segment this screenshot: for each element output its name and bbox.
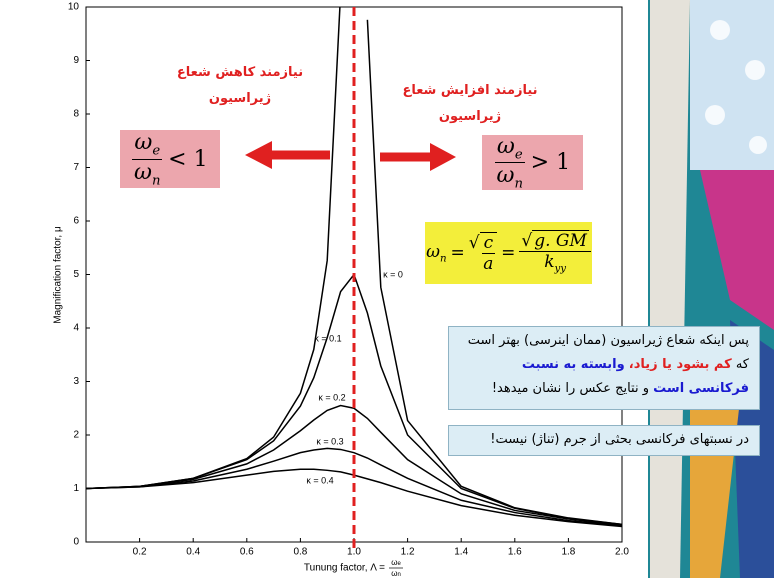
series-label: κ = 0.4	[306, 475, 333, 485]
y-tick-label: 2	[73, 430, 79, 441]
lhs: ωn	[426, 242, 446, 264]
line: نیازمند افزایش شعاع	[402, 83, 538, 98]
den: a	[483, 254, 494, 274]
y-tick-label: 4	[73, 323, 79, 334]
fraction: √ g. GM kyy	[519, 230, 591, 275]
left-heading: نیازمند کاهش شعاع ژیراسیون	[170, 60, 310, 112]
num: ωe	[132, 130, 163, 160]
t: ω	[391, 558, 397, 567]
t: n	[439, 253, 447, 265]
line: نیازمند کاهش شعاع	[176, 65, 304, 80]
plot-lines	[86, 7, 622, 528]
y-tick-label: 0	[73, 537, 79, 548]
line: ژیراسیون	[208, 91, 272, 106]
t: n	[152, 172, 161, 188]
natural-frequency: ωn = √ c a = √ g. GM kyy	[425, 222, 592, 284]
t: ω	[496, 133, 515, 159]
fraction: ωe ωn	[494, 133, 525, 191]
series-line	[86, 468, 622, 528]
y-tick-label: 3	[73, 376, 79, 387]
series-label: κ = 0	[383, 269, 403, 279]
note-text: در نسبتهای فرکانسی بحثی از جرم (تناژ) نی…	[490, 432, 749, 447]
x-tick-label: 2.0	[615, 547, 629, 558]
t: e	[514, 147, 523, 162]
note-box: پس اینکه شعاع ژیراسیون (ممان اینرسی) بهت…	[448, 326, 760, 410]
y-tick-label: 9	[73, 55, 79, 66]
series-label: κ = 0.2	[318, 392, 345, 402]
fraction: ωe ωn	[132, 130, 163, 188]
t: g. GM	[532, 230, 589, 252]
x-label-num: ωe	[391, 558, 401, 567]
y-tick-label: 8	[73, 109, 79, 120]
t: ω	[134, 130, 153, 156]
t: ω	[426, 241, 440, 262]
t: n	[514, 176, 524, 192]
den: kyy	[544, 252, 566, 274]
note-segment: و نتایج عکس را نشان میدهد!	[491, 381, 650, 396]
y-tick-label: 5	[73, 269, 79, 280]
series-line	[86, 447, 622, 527]
ratio-left: ωe ωn < 1	[120, 130, 220, 188]
t: ω	[391, 569, 397, 578]
note-segment: پس اینکه شعاع ژیراسیون (ممان اینرسی) بهت…	[467, 333, 749, 372]
t: e	[152, 143, 161, 159]
x-tick-label: 1.0	[347, 547, 361, 558]
decor	[648, 0, 774, 578]
y-tick-label: 10	[68, 2, 80, 13]
t: ω	[134, 159, 152, 185]
num: c	[481, 233, 496, 254]
root1: √ c a	[469, 232, 498, 274]
x-tick-label: 1.8	[561, 547, 575, 558]
den: ωn	[497, 163, 523, 191]
eq: =	[450, 243, 465, 263]
num: ωe	[494, 133, 525, 163]
series-line	[86, 272, 622, 526]
series-label: κ = 0.1	[314, 333, 341, 343]
arrows	[245, 141, 456, 171]
x-tick-label: 1.6	[508, 547, 522, 558]
series-label: κ = 0.3	[316, 436, 343, 446]
eq: =	[501, 243, 516, 263]
x-label-den: ωn	[391, 569, 401, 578]
y-tick-label: 6	[73, 216, 79, 227]
right-heading: نیازمند افزایش شعاع ژیراسیون	[400, 78, 540, 130]
note-segment: کم بشود یا زیاد،	[628, 357, 732, 372]
num: √ g. GM	[519, 230, 591, 253]
x-tick-label: 0.4	[186, 547, 200, 558]
note-box: در نسبتهای فرکانسی بحثی از جرم (تناژ) نی…	[448, 425, 760, 456]
x-axis-label: Tunung factor, Λ =	[304, 563, 385, 574]
x-tick-label: 1.4	[454, 547, 468, 558]
x-tick-label: 0.8	[293, 547, 307, 558]
relation: > 1	[530, 150, 571, 175]
y-tick-label: 1	[73, 483, 79, 494]
y-axis-label: Magnification factor, μ	[53, 226, 64, 324]
x-tick-label: 0.6	[240, 547, 254, 558]
x-tick-label: 0.2	[133, 547, 147, 558]
t: k	[544, 252, 555, 273]
x-tick-label: 1.2	[401, 547, 415, 558]
t: e	[397, 561, 401, 567]
line: ژیراسیون	[438, 109, 502, 124]
ratio-right: ωe ωn > 1	[482, 133, 583, 191]
t: yy	[554, 263, 567, 275]
series-line	[86, 404, 622, 526]
t: ω	[496, 163, 515, 188]
relation: < 1	[168, 146, 208, 172]
t: n	[397, 572, 400, 578]
note-segment: وابسته به نسبت فرکانسی است	[521, 357, 749, 396]
den: ωn	[134, 160, 160, 188]
y-tick-label: 7	[73, 162, 79, 173]
